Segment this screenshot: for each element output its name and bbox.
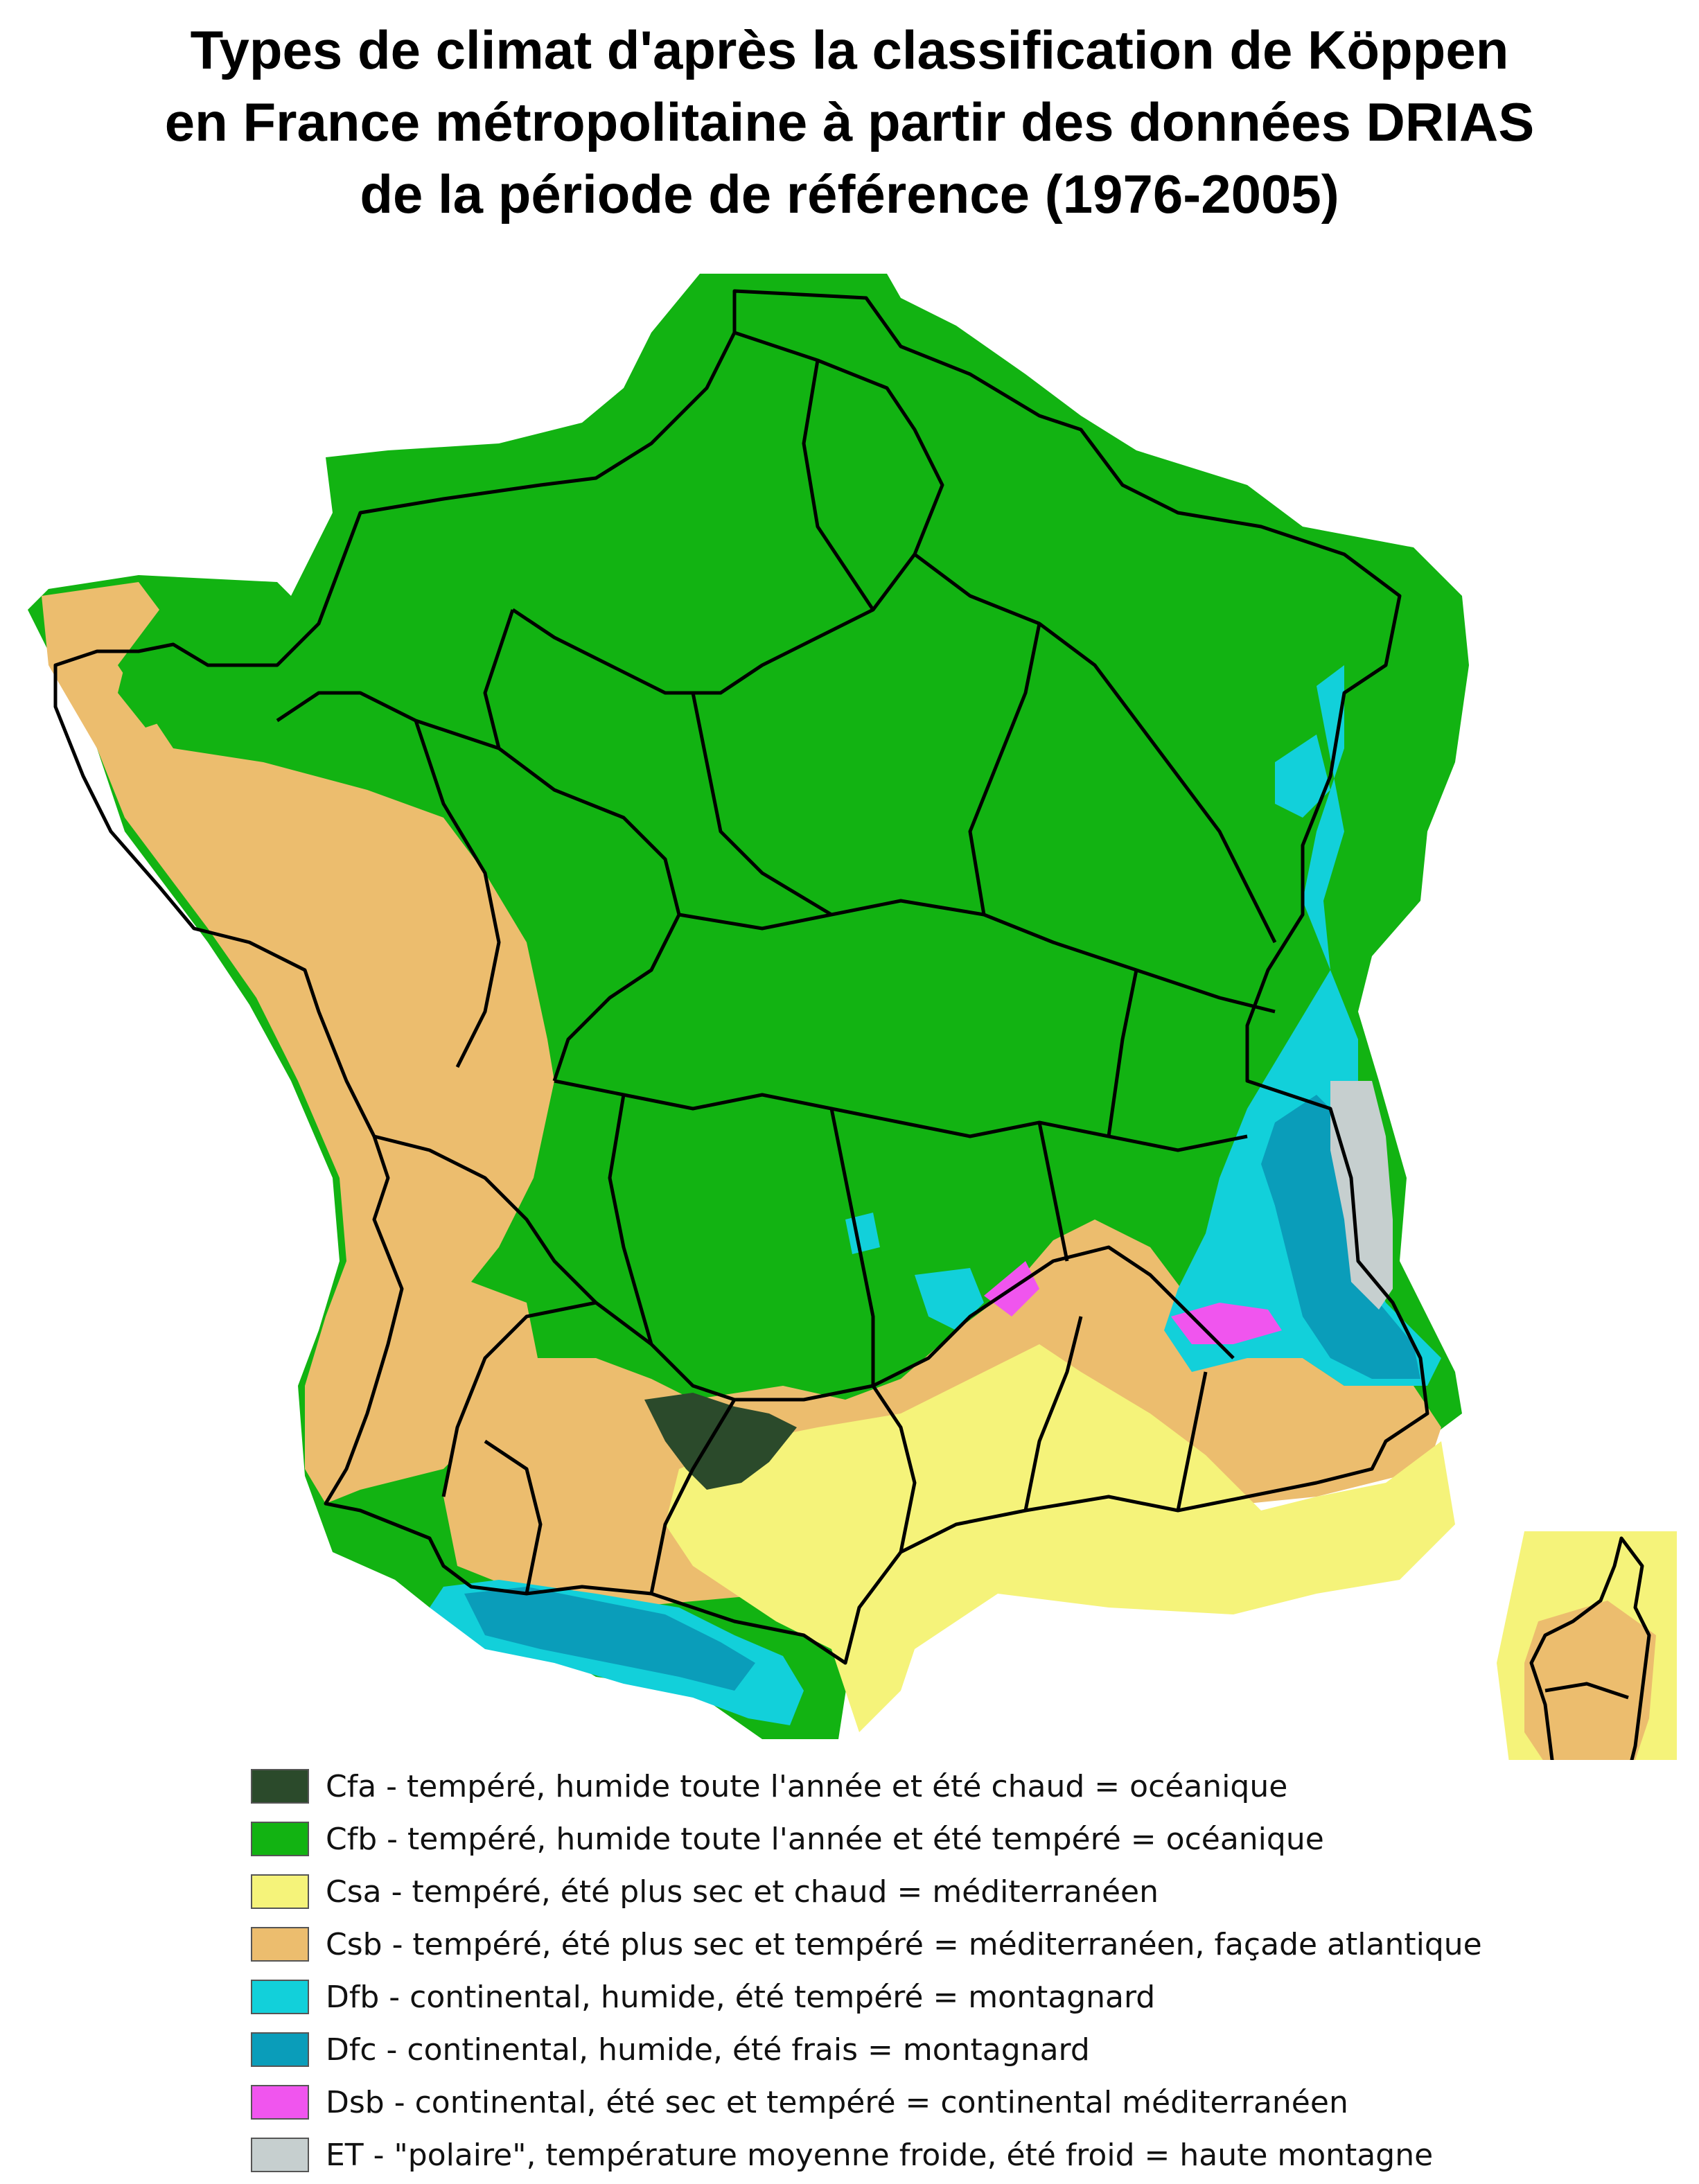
legend-swatch-cfb <box>251 1822 309 1856</box>
legend-swatch-et <box>251 2138 309 2172</box>
legend-swatch-dsb <box>251 2085 309 2120</box>
legend-swatch-cfa <box>251 1769 309 1804</box>
legend-item-dfb: Dfb - continental, humide, été tempéré =… <box>251 1971 1482 2023</box>
title-line-1: Types de climat d'après la classificatio… <box>190 19 1509 80</box>
legend-swatch-csb <box>251 1927 309 1962</box>
zone-dfc-alps <box>1261 1095 1420 1379</box>
zone-dfb-massif-central <box>915 1268 984 1330</box>
map-title: Types de climat d'après la classificatio… <box>0 14 1699 230</box>
legend-label-et: ET - "polaire", température moyenne froi… <box>326 2137 1434 2173</box>
legend-item-dsb: Dsb - continental, été sec et tempéré = … <box>251 2076 1482 2129</box>
legend-label-cfa: Cfa - tempéré, humide toute l'année et é… <box>326 1768 1288 1804</box>
legend-item-et: ET - "polaire", température moyenne froi… <box>251 2129 1482 2181</box>
legend-label-dsb: Dsb - continental, été sec et tempéré = … <box>326 2084 1348 2120</box>
zone-dfb-jura-north <box>1275 734 1330 818</box>
zone-dfc-pyrenees <box>464 1587 755 1691</box>
legend-item-csa: Csa - tempéré, été plus sec et chaud = m… <box>251 1865 1482 1918</box>
zone-csb-atlantic <box>42 582 554 1504</box>
legend-item-cfa: Cfa - tempéré, humide toute l'année et é… <box>251 1760 1482 1813</box>
legend-label-cfb: Cfb - tempéré, humide toute l'année et é… <box>326 1821 1324 1857</box>
zone-cfb-brittany <box>118 658 187 728</box>
legend-label-dfb: Dfb - continental, humide, été tempéré =… <box>326 1979 1156 2015</box>
zone-et-alps <box>1330 1081 1393 1310</box>
legend-label-csa: Csa - tempéré, été plus sec et chaud = m… <box>326 1874 1159 1910</box>
legend-swatch-dfb <box>251 1980 309 2014</box>
legend-item-cfb: Cfb - tempéré, humide toute l'année et é… <box>251 1813 1482 1865</box>
zone-csb-corsica <box>1524 1601 1656 1760</box>
zone-csa-mediterranean <box>665 1344 1455 1732</box>
title-line-2: en France métropolitaine à partir des do… <box>164 91 1535 152</box>
zone-cfa-toulouse <box>644 1393 797 1490</box>
legend-swatch-dfc <box>251 2032 309 2067</box>
legend-item-csb: Csb - tempéré, été plus sec et tempéré =… <box>251 1918 1482 1971</box>
zone-dsb-southern-alps <box>1171 1303 1282 1344</box>
legend-swatch-csa <box>251 1874 309 1909</box>
climate-map <box>28 274 1677 1760</box>
corsica-boundaries <box>1529 1536 1651 1760</box>
legend-item-dfc: Dfc - continental, humide, été frais = m… <box>251 2023 1482 2076</box>
title-line-3: de la période de référence (1976-2005) <box>360 164 1339 224</box>
zone-dfb-alps-jura <box>1164 665 1441 1386</box>
legend-label-csb: Csb - tempéré, été plus sec et tempéré =… <box>326 1926 1482 1962</box>
legend: Cfa - tempéré, humide toute l'année et é… <box>251 1760 1482 2181</box>
legend-label-dfc: Dfc - continental, humide, été frais = m… <box>326 2032 1090 2068</box>
department-boundaries <box>53 289 1429 1665</box>
